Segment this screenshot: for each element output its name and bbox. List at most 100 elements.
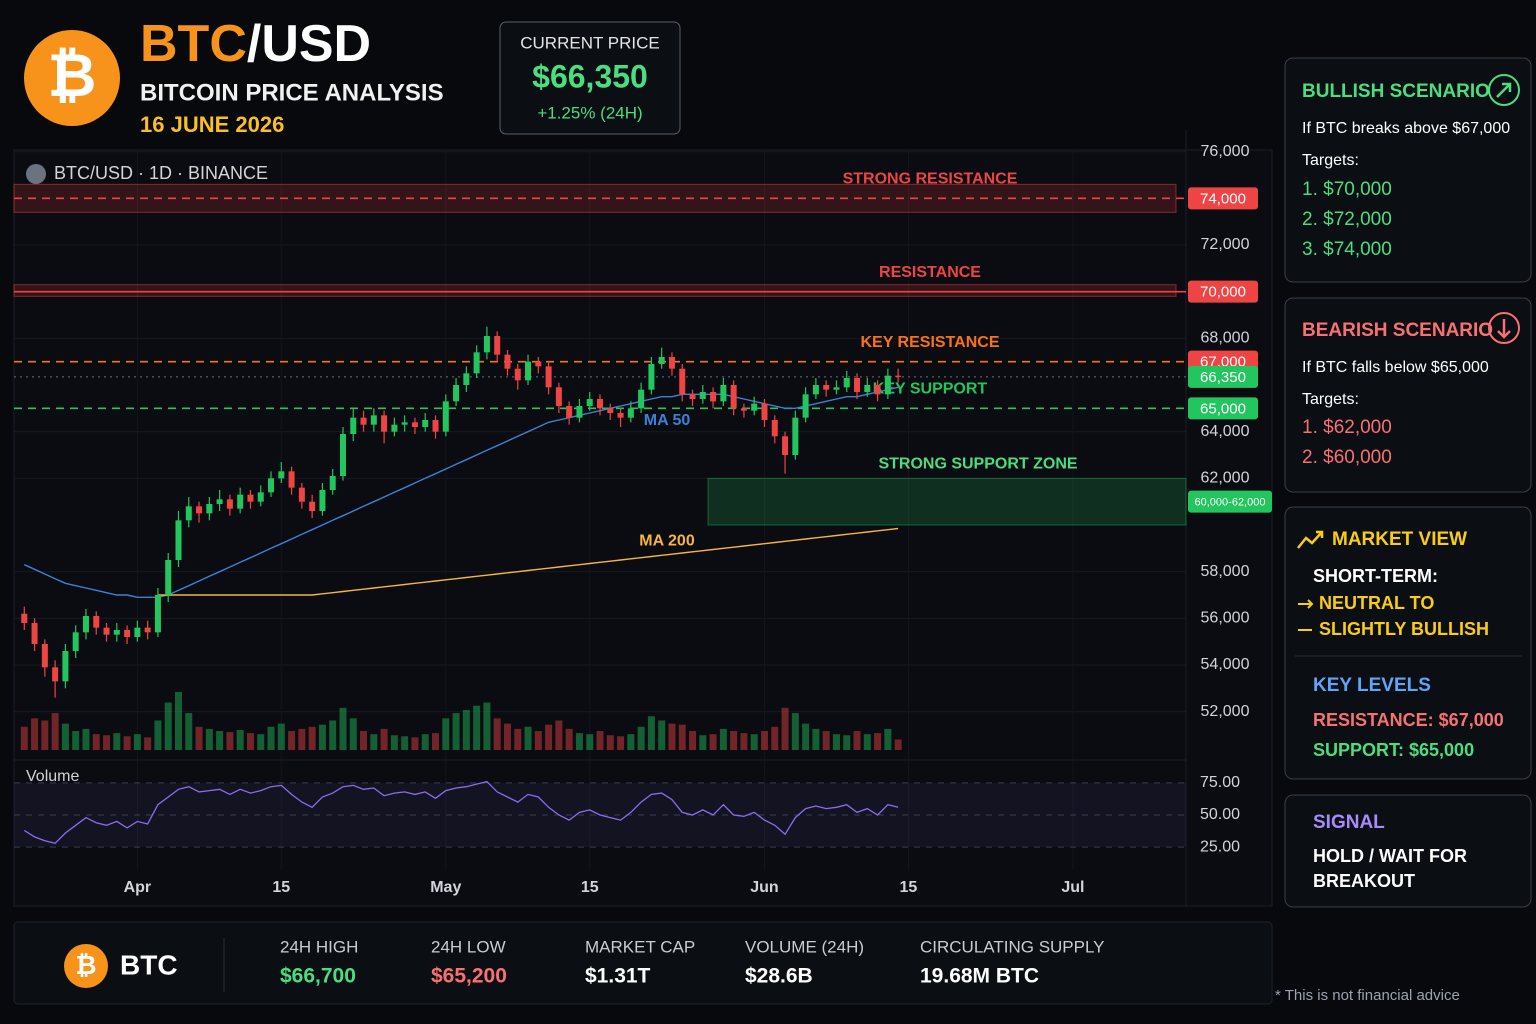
candle-body <box>113 630 120 635</box>
candle-body <box>144 627 151 633</box>
bearish-target: 1. $62,000 <box>1302 417 1392 438</box>
volume-bar <box>555 720 563 750</box>
volume-bar <box>503 723 511 750</box>
date: 16 JUNE 2026 <box>140 112 284 137</box>
volume-bar <box>853 731 861 750</box>
price-tag <box>1188 187 1258 210</box>
bullish-icon <box>1488 74 1520 106</box>
candle-body <box>782 436 789 455</box>
volume-bar <box>380 728 388 750</box>
volume-bar <box>596 731 604 750</box>
price-tag <box>1188 365 1258 388</box>
footer-stats: 24H HIGH $66,700 24H LOW $65,200 MARKET CAP $… <box>280 937 1105 987</box>
stat-value: 19.68M BTC <box>920 965 1039 988</box>
price-tag <box>1188 397 1258 420</box>
bearish-icon <box>1488 312 1520 344</box>
candle-body <box>751 403 758 411</box>
price-label: CURRENT PRICE <box>520 33 659 52</box>
y-tick-label: 54,000 <box>1201 656 1250 673</box>
volume-bar <box>92 734 100 750</box>
candle-body <box>843 378 850 388</box>
candle-body <box>771 420 778 437</box>
volume-bar <box>668 723 676 750</box>
level-label: KEY SUPPORT <box>873 381 988 398</box>
candle-body <box>319 490 326 511</box>
volume-bar <box>699 735 707 750</box>
bearish-condition: If BTC falls below $65,000 <box>1302 359 1489 376</box>
outlook: NEUTRAL TO <box>1319 593 1434 613</box>
candle-body <box>812 385 819 395</box>
rsi-tick-label: 25.00 <box>1200 838 1240 855</box>
price-tag-label: 70,000 <box>1200 284 1246 301</box>
y-tick-label: 76,000 <box>1201 143 1250 160</box>
volume-label: Volume <box>26 768 79 785</box>
signal-title: SIGNAL <box>1313 812 1385 833</box>
market-view-icon <box>1297 530 1324 549</box>
price-tag-label: 66,350 <box>1200 369 1246 386</box>
candle-body <box>185 506 192 521</box>
candle-body <box>309 501 316 511</box>
candle-body <box>504 354 511 369</box>
candle-body <box>730 385 737 409</box>
volume-bar <box>257 734 265 750</box>
volume-bar <box>236 729 244 750</box>
volume-bar <box>894 739 902 750</box>
candle-body <box>103 627 110 635</box>
subtitle: BITCOIN PRICE ANALYSIS <box>140 79 444 106</box>
candle-body <box>350 417 357 434</box>
volume-bar <box>647 716 655 750</box>
volume-bar <box>771 726 779 750</box>
chart: 52,000 54,000 56,000 58,000 62,000 64,000 68,0… <box>13 143 1272 896</box>
volume-bar <box>61 723 69 750</box>
candle-body <box>473 352 480 374</box>
volume-bar <box>586 734 594 750</box>
support-zone <box>707 477 1187 526</box>
rsi-line <box>23 780 899 845</box>
volume-bar <box>637 726 645 750</box>
bearish-arrow <box>1497 319 1511 339</box>
bullish-targets-label: Targets: <box>1302 152 1359 169</box>
volume-bar <box>246 733 254 750</box>
bullish-panel <box>1284 57 1532 283</box>
rsi-tick-label: 75.00 <box>1200 774 1240 791</box>
candle-body <box>525 361 532 381</box>
candle-body <box>175 520 182 560</box>
volume-bar <box>473 705 481 750</box>
volume-bar <box>308 726 316 750</box>
candle-body <box>134 627 141 637</box>
volume-bar <box>524 726 532 750</box>
chart-panel <box>13 149 1273 907</box>
bullish-target: 2. $72,000 <box>1302 209 1392 230</box>
candle-body <box>648 364 655 390</box>
candle-body <box>154 595 161 633</box>
y-tick-label: 58,000 <box>1201 563 1250 580</box>
candle-body <box>411 422 418 427</box>
candle-body <box>62 651 69 682</box>
volume-bar <box>483 702 491 750</box>
candle-body <box>679 368 686 395</box>
volume-bar <box>185 713 193 750</box>
stat-value: $1.31T <box>585 965 651 988</box>
volume-bar <box>760 731 768 750</box>
volume-bar <box>442 718 450 750</box>
price-tag <box>1188 490 1272 513</box>
volume-bar <box>822 731 830 750</box>
x-tick-label: 15 <box>272 879 290 896</box>
volume-bar <box>874 733 882 750</box>
key-resistance: RESISTANCE: $67,000 <box>1313 710 1504 730</box>
candle-body <box>802 394 809 418</box>
candle-body <box>165 560 172 595</box>
ma-line <box>157 527 899 596</box>
volume-bar <box>31 718 39 750</box>
volume-bar <box>791 713 799 750</box>
volume-bar <box>401 736 409 750</box>
volume-bar <box>174 692 182 750</box>
volume-bar <box>730 731 738 750</box>
volume-bar <box>195 726 203 750</box>
candle-body <box>535 361 542 367</box>
price-tag-label: 65,000 <box>1200 400 1246 417</box>
stat-value: $28.6B <box>745 965 813 988</box>
x-tick-label: Jul <box>1061 879 1084 896</box>
